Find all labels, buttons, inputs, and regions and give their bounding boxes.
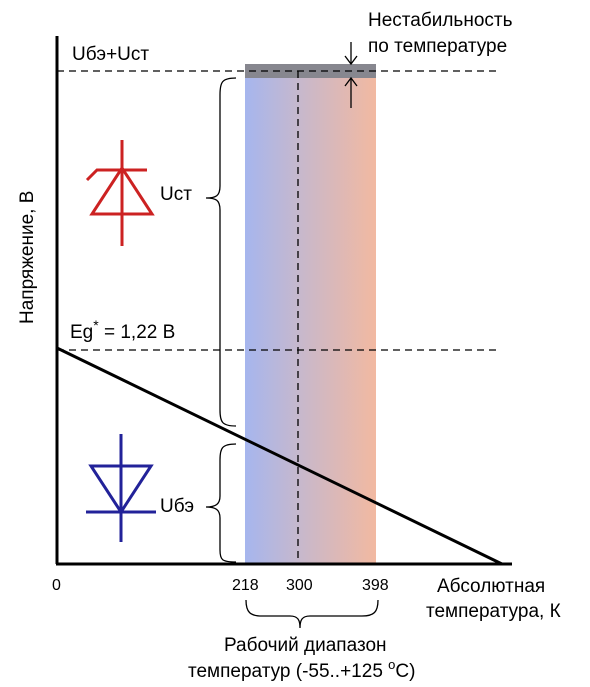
tick-label-218: 218 (232, 577, 259, 594)
eg-star: * (93, 317, 99, 333)
tick-label-398: 398 (362, 577, 389, 594)
tick-label-0: 0 (52, 577, 61, 594)
ust-label: Uст (160, 184, 192, 205)
zener-diode-icon (85, 140, 155, 246)
x-axis-title-line1: Абсолютная (437, 576, 545, 597)
operating-temperature-band (245, 64, 376, 564)
degree-symbol: o (388, 657, 395, 672)
ube-label: Uбэ (160, 496, 194, 517)
ube-line (56, 346, 503, 566)
instability-arrows (344, 42, 358, 108)
range-label-line2: температур (-55..+125 oС) (188, 657, 415, 682)
range-text-a: температур (-55..+125 (188, 661, 388, 682)
eg-symbol: Eg (70, 322, 93, 343)
range-brace (245, 599, 379, 629)
x-axis-title-line2: температура, К (426, 601, 561, 622)
range-text-b: С) (395, 661, 415, 682)
instability-label-line2: по температуре (368, 36, 507, 57)
eg-value: = 1,22 В (99, 322, 176, 343)
range-label-line1: Рабочий диапазон (224, 635, 387, 656)
instability-label-line1: Нестабильность (368, 10, 513, 31)
diode-icon (86, 434, 156, 542)
ube-ust-label: Uбэ+Uст (72, 44, 149, 65)
eg-label: Eg* = 1,22 В (70, 317, 175, 343)
ust-brace (205, 77, 237, 427)
ube-brace (205, 443, 237, 563)
y-axis-title: Напряжение, В (17, 191, 38, 324)
tick-label-300: 300 (286, 577, 313, 594)
